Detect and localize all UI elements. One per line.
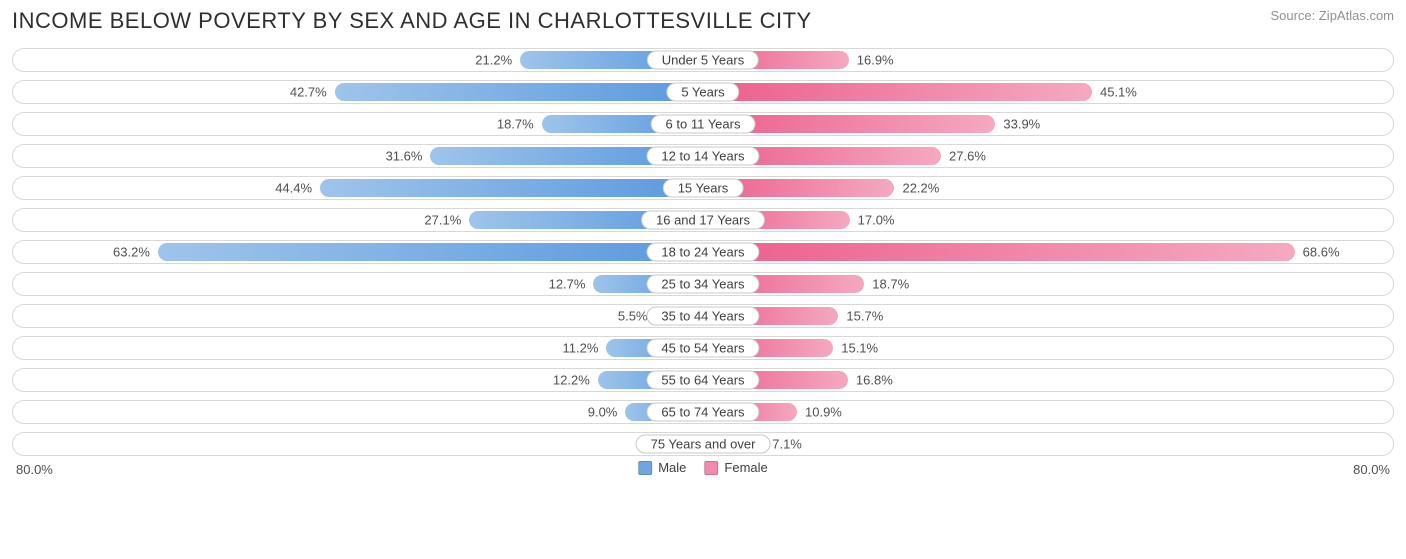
chart-container: INCOME BELOW POVERTY BY SEX AND AGE IN C… (0, 0, 1406, 559)
value-label-female: 17.0% (858, 213, 895, 228)
category-label: 65 to 74 Years (646, 403, 759, 422)
value-label-female: 10.9% (805, 405, 842, 420)
value-label-female: 18.7% (872, 277, 909, 292)
category-label: 45 to 54 Years (646, 339, 759, 358)
category-label: 75 Years and over (636, 435, 771, 454)
category-label: Under 5 Years (647, 51, 759, 70)
category-label: 25 to 34 Years (646, 275, 759, 294)
chart-source: Source: ZipAtlas.com (1270, 8, 1394, 23)
value-label-female: 15.7% (846, 309, 883, 324)
legend-swatch-female (704, 461, 718, 475)
value-label-male: 63.2% (113, 245, 150, 260)
value-label-male: 21.2% (475, 53, 512, 68)
value-label-female: 22.2% (902, 181, 939, 196)
category-label: 12 to 14 Years (646, 147, 759, 166)
value-label-male: 42.7% (290, 85, 327, 100)
chart-row: 12.2% 16.8% 55 to 64 Years (12, 368, 1394, 392)
value-label-female: 7.1% (772, 437, 802, 452)
value-label-male: 9.0% (588, 405, 618, 420)
category-label: 35 to 44 Years (646, 307, 759, 326)
chart-row: 42.7% 45.1% 5 Years (12, 80, 1394, 104)
bar-male (335, 83, 703, 101)
value-label-female: 16.8% (856, 373, 893, 388)
chart-row: 12.7% 18.7% 25 to 34 Years (12, 272, 1394, 296)
chart-row: 21.2% 16.9% Under 5 Years (12, 48, 1394, 72)
legend-swatch-male (638, 461, 652, 475)
value-label-female: 45.1% (1100, 85, 1137, 100)
category-label: 6 to 11 Years (651, 115, 756, 134)
value-label-female: 15.1% (841, 341, 878, 356)
chart-title: INCOME BELOW POVERTY BY SEX AND AGE IN C… (12, 8, 812, 34)
value-label-male: 31.6% (386, 149, 423, 164)
value-label-female: 16.9% (857, 53, 894, 68)
chart-rows: 21.2% 16.9% Under 5 Years 42.7% 45.1% 5 Years… (12, 48, 1394, 456)
category-label: 15 Years (663, 179, 744, 198)
legend-label-male: Male (658, 460, 686, 475)
chart-row: 5.5% 15.7% 35 to 44 Years (12, 304, 1394, 328)
chart-row: 44.4% 22.2% 15 Years (12, 176, 1394, 200)
chart-row: 27.1% 17.0% 16 and 17 Years (12, 208, 1394, 232)
bar-male (320, 179, 703, 197)
value-label-male: 18.7% (497, 117, 534, 132)
value-label-male: 12.7% (549, 277, 586, 292)
value-label-female: 68.6% (1303, 245, 1340, 260)
value-label-female: 33.9% (1003, 117, 1040, 132)
value-label-female: 27.6% (949, 149, 986, 164)
chart-header: INCOME BELOW POVERTY BY SEX AND AGE IN C… (12, 8, 1394, 34)
bar-female (703, 83, 1092, 101)
chart-row: 9.0% 10.9% 65 to 74 Years (12, 400, 1394, 424)
chart-row: 3.3%7.1%75 Years and over (12, 432, 1394, 456)
legend: Male Female (638, 460, 768, 475)
value-label-male: 44.4% (275, 181, 312, 196)
value-label-male: 11.2% (563, 341, 599, 356)
axis-max-left: 80.0% (16, 462, 53, 477)
value-label-male: 12.2% (553, 373, 590, 388)
chart-row: 11.2% 15.1% 45 to 54 Years (12, 336, 1394, 360)
axis-row: 80.0% Male Female 80.0% (12, 460, 1394, 482)
category-label: 16 and 17 Years (641, 211, 765, 230)
legend-item-male: Male (638, 460, 686, 475)
axis-max-right: 80.0% (1353, 462, 1390, 477)
bar-female (703, 243, 1295, 261)
value-label-male: 5.5% (618, 309, 648, 324)
category-label: 18 to 24 Years (646, 243, 759, 262)
legend-item-female: Female (704, 460, 767, 475)
category-label: 5 Years (666, 83, 739, 102)
value-label-male: 27.1% (424, 213, 461, 228)
category-label: 55 to 64 Years (646, 371, 759, 390)
chart-row: 31.6% 27.6% 12 to 14 Years (12, 144, 1394, 168)
chart-row: 63.2% 68.6% 18 to 24 Years (12, 240, 1394, 264)
bar-male (158, 243, 703, 261)
chart-row: 18.7% 33.9% 6 to 11 Years (12, 112, 1394, 136)
legend-label-female: Female (724, 460, 767, 475)
